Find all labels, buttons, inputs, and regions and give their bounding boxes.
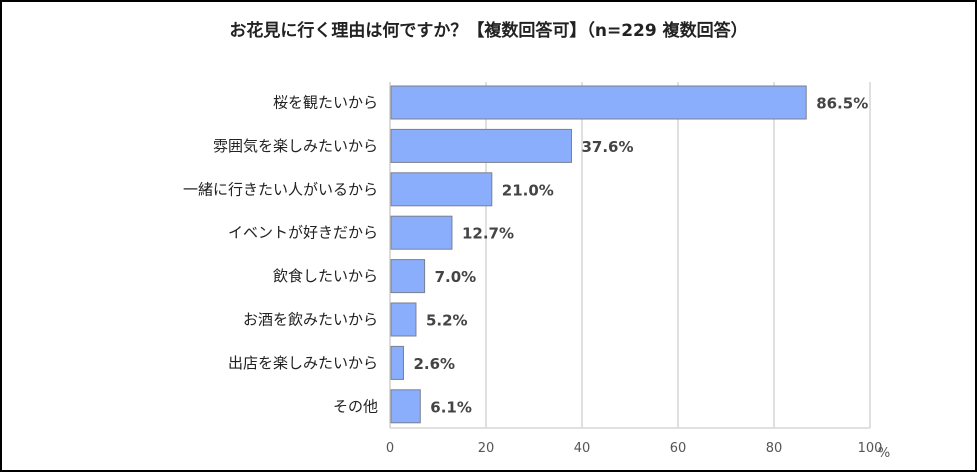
value-label: 2.6% — [413, 355, 455, 373]
x-tick-label: 100 — [858, 441, 883, 456]
bar — [390, 345, 404, 380]
category-label: 一緒に行きたい人がいるから — [183, 180, 378, 198]
category-label: 雰囲気を楽しみたいから — [213, 137, 378, 155]
value-label: 7.0% — [435, 268, 477, 286]
category-label: お酒を飲みたいから — [243, 311, 378, 329]
value-label: 6.1% — [430, 398, 472, 416]
bar — [390, 259, 426, 294]
category-label: イベントが好きだから — [228, 224, 378, 242]
value-label: 86.5% — [816, 95, 868, 113]
x-tick-label: 80 — [766, 441, 783, 456]
x-tick-label: 20 — [478, 441, 495, 456]
value-label: 5.2% — [426, 312, 468, 330]
value-label: 12.7% — [462, 225, 514, 243]
x-tick-label: 60 — [670, 441, 687, 456]
value-label: 37.6% — [581, 138, 633, 156]
bar — [390, 302, 417, 337]
category-label: 桜を観たいから — [273, 94, 378, 112]
bar — [390, 215, 453, 250]
x-tick-label: 0 — [386, 441, 394, 456]
bar — [390, 128, 572, 163]
category-label: 飲食したいから — [273, 267, 378, 285]
x-tick-label: 40 — [574, 441, 591, 456]
bar — [390, 172, 493, 207]
x-unit-label: % — [878, 446, 890, 461]
category-label: その他 — [333, 397, 378, 415]
chart-title: お花見に行く理由は何ですか？【複数回答可】（n=229 複数回答） — [229, 21, 748, 41]
bar — [390, 389, 421, 424]
bar — [390, 85, 807, 120]
category-label: 出店を楽しみたいから — [228, 354, 378, 372]
value-label: 21.0% — [502, 181, 554, 199]
